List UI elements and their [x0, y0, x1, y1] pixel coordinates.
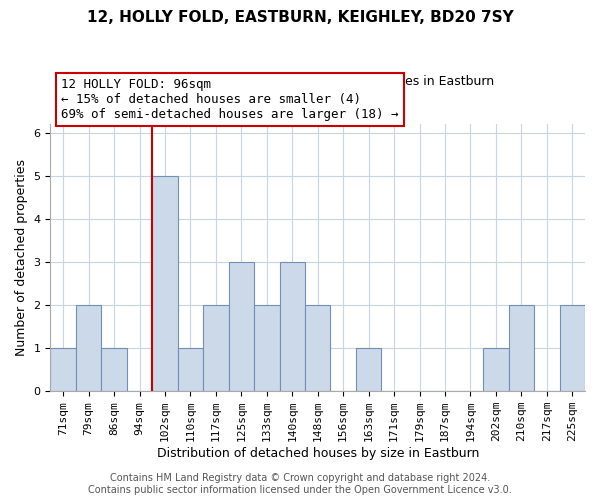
Bar [50, 348, 76, 391]
Bar [203, 305, 229, 391]
Bar [254, 305, 280, 391]
Bar [509, 305, 534, 391]
Text: 12, HOLLY FOLD, EASTBURN, KEIGHLEY, BD20 7SY: 12, HOLLY FOLD, EASTBURN, KEIGHLEY, BD20… [86, 10, 514, 25]
Bar [483, 348, 509, 391]
Bar [76, 305, 101, 391]
Title: Size of property relative to detached houses in Eastburn: Size of property relative to detached ho… [141, 75, 494, 88]
Bar [356, 348, 382, 391]
Bar [229, 262, 254, 391]
Text: Contains HM Land Registry data © Crown copyright and database right 2024.
Contai: Contains HM Land Registry data © Crown c… [88, 474, 512, 495]
Bar [280, 262, 305, 391]
Bar [560, 305, 585, 391]
Bar [152, 176, 178, 391]
Bar [305, 305, 331, 391]
X-axis label: Distribution of detached houses by size in Eastburn: Distribution of detached houses by size … [157, 447, 479, 460]
Text: 12 HOLLY FOLD: 96sqm
← 15% of detached houses are smaller (4)
69% of semi-detach: 12 HOLLY FOLD: 96sqm ← 15% of detached h… [61, 78, 398, 121]
Bar [101, 348, 127, 391]
Y-axis label: Number of detached properties: Number of detached properties [15, 159, 28, 356]
Bar [178, 348, 203, 391]
